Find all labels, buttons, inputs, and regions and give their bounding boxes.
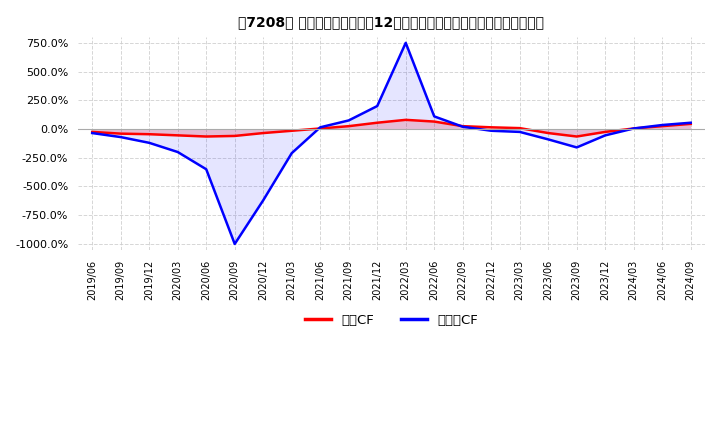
営業CF <box>544 130 552 136</box>
フリーCF <box>402 40 410 45</box>
営業CF <box>430 119 438 124</box>
フリーCF <box>430 114 438 119</box>
営業CF <box>259 130 268 136</box>
Title: 【7208】 キャッシュフローの12か月移動合計の対前年同期増減率の推移: 【7208】 キャッシュフローの12か月移動合計の対前年同期増減率の推移 <box>238 15 544 29</box>
フリーCF <box>230 241 239 246</box>
営業CF <box>202 134 210 139</box>
フリーCF <box>117 135 125 140</box>
営業CF <box>174 133 182 138</box>
フリーCF <box>601 133 610 138</box>
フリーCF <box>658 122 667 128</box>
フリーCF <box>145 140 153 146</box>
Legend: 営業CF, フリーCF: 営業CF, フリーCF <box>300 309 484 332</box>
営業CF <box>487 125 495 130</box>
フリーCF <box>516 129 524 135</box>
フリーCF <box>572 145 581 150</box>
フリーCF <box>686 120 695 125</box>
フリーCF <box>373 103 382 109</box>
フリーCF <box>259 198 268 203</box>
営業CF <box>88 129 96 135</box>
営業CF <box>459 124 467 129</box>
営業CF <box>230 133 239 139</box>
営業CF <box>601 129 610 135</box>
営業CF <box>516 125 524 131</box>
Line: フリーCF: フリーCF <box>92 43 690 244</box>
Line: 営業CF: 営業CF <box>92 120 690 136</box>
営業CF <box>402 117 410 122</box>
営業CF <box>145 132 153 137</box>
フリーCF <box>459 124 467 129</box>
営業CF <box>316 126 325 131</box>
フリーCF <box>287 150 296 156</box>
フリーCF <box>88 130 96 136</box>
営業CF <box>572 134 581 139</box>
フリーCF <box>316 125 325 130</box>
営業CF <box>287 128 296 133</box>
営業CF <box>373 120 382 125</box>
フリーCF <box>174 150 182 155</box>
フリーCF <box>544 137 552 142</box>
フリーCF <box>487 128 495 133</box>
営業CF <box>629 126 638 131</box>
フリーCF <box>629 126 638 131</box>
営業CF <box>344 124 353 129</box>
営業CF <box>686 121 695 127</box>
フリーCF <box>344 118 353 123</box>
営業CF <box>117 131 125 136</box>
フリーCF <box>202 167 210 172</box>
営業CF <box>658 124 667 129</box>
